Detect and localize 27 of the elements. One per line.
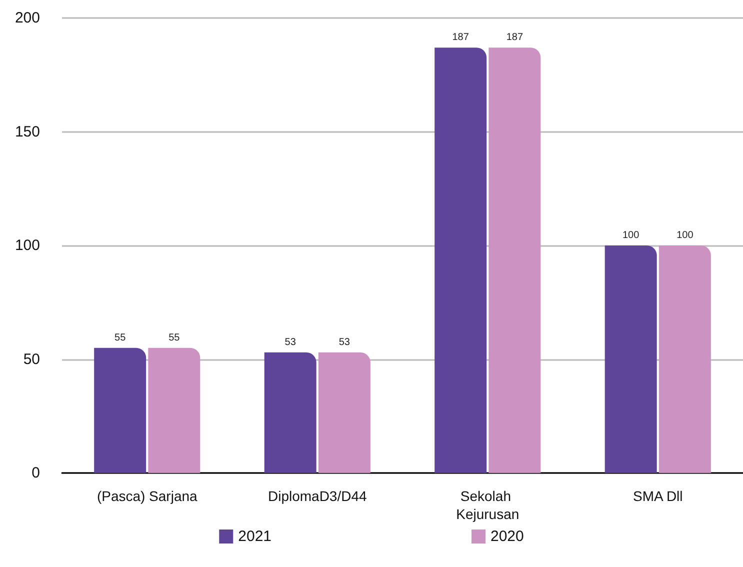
bar — [318, 352, 370, 473]
data-label: 187 — [506, 32, 524, 44]
data-label: 100 — [622, 230, 640, 241]
data-label: 55 — [168, 332, 180, 344]
data-label: 55 — [114, 332, 126, 344]
bar — [604, 246, 657, 473]
x-tick-label: DiplomaD3/D44 — [268, 488, 367, 504]
data-label: 187 — [452, 32, 470, 44]
bar — [94, 348, 146, 473]
y-tick-label: 150 — [14, 123, 40, 140]
data-label: 53 — [338, 336, 350, 348]
bar — [488, 48, 541, 473]
legend-label: 2021 — [238, 528, 272, 545]
y-tick-label: 100 — [14, 237, 40, 254]
y-tick-label: 50 — [23, 350, 40, 368]
legend-label: 2020 — [490, 528, 524, 545]
data-label: 53 — [284, 336, 296, 348]
bar — [434, 48, 487, 473]
x-tick-label: Sekolah Kejurusan — [456, 488, 520, 522]
x-tick-label: (Pasca) Sarjana — [96, 488, 198, 504]
data-label: 100 — [676, 230, 694, 241]
y-tick-label: 200 — [14, 10, 40, 26]
bar — [658, 246, 711, 473]
x-tick-label: SMA Dll — [632, 488, 683, 504]
bar — [264, 352, 316, 473]
bar — [148, 348, 200, 473]
y-tick-label: 0 — [32, 464, 40, 482]
